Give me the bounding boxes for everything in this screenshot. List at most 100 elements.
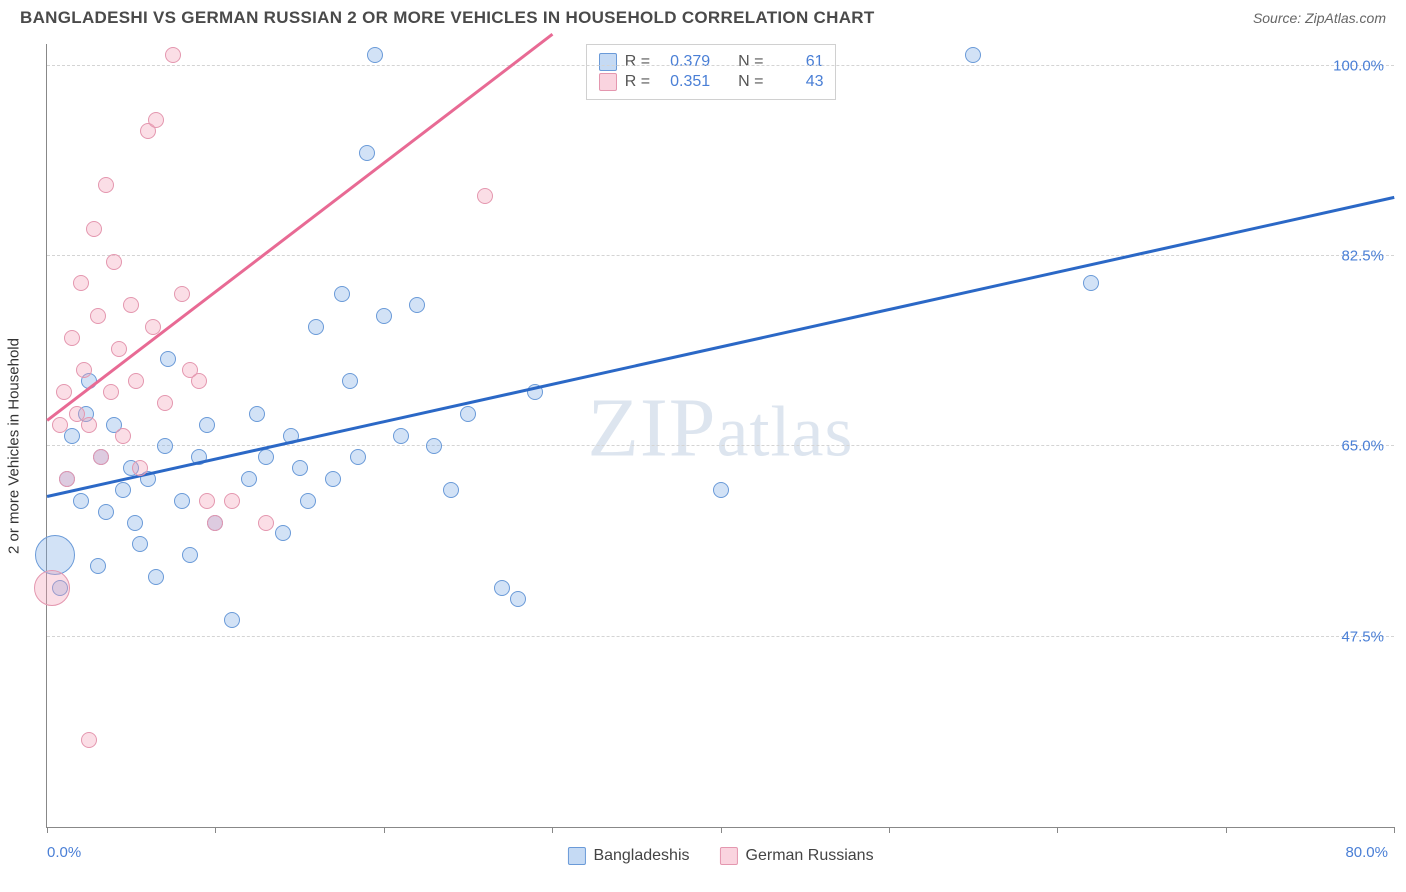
scatter-point-blue xyxy=(292,460,308,476)
scatter-point-blue xyxy=(160,351,176,367)
scatter-point-pink xyxy=(115,428,131,444)
scatter-point-pink xyxy=(174,286,190,302)
scatter-point-pink xyxy=(106,254,122,270)
y-tick-label: 100.0% xyxy=(1333,57,1384,74)
scatter-point-blue xyxy=(157,438,173,454)
scatter-point-blue xyxy=(199,417,215,433)
gridline xyxy=(47,636,1394,637)
scatter-point-pink xyxy=(477,188,493,204)
scatter-point-pink xyxy=(86,221,102,237)
scatter-point-blue xyxy=(182,547,198,563)
scatter-point-blue xyxy=(73,493,89,509)
scatter-point-blue xyxy=(409,297,425,313)
scatter-point-pink xyxy=(199,493,215,509)
y-tick-label: 65.0% xyxy=(1341,438,1384,455)
swatch-pink-icon xyxy=(720,847,738,865)
gridline xyxy=(47,65,1394,66)
scatter-point-pink xyxy=(76,362,92,378)
scatter-point-blue xyxy=(359,145,375,161)
plot-area: ZIPatlas R = 0.379 N = 61 R = 0.351 N = … xyxy=(46,44,1394,828)
scatter-point-pink xyxy=(73,275,89,291)
source-label: Source: ZipAtlas.com xyxy=(1253,10,1386,26)
gridline xyxy=(47,255,1394,256)
scatter-point-pink xyxy=(123,297,139,313)
scatter-point-pink xyxy=(132,460,148,476)
scatter-point-pink xyxy=(111,341,127,357)
scatter-point-pink xyxy=(93,449,109,465)
x-tick xyxy=(384,827,385,833)
scatter-point-pink xyxy=(157,395,173,411)
scatter-point-blue xyxy=(510,591,526,607)
scatter-point-pink xyxy=(52,417,68,433)
scatter-point-blue xyxy=(98,504,114,520)
legend-item-german-russians: German Russians xyxy=(720,847,874,865)
x-tick xyxy=(889,827,890,833)
scatter-point-blue xyxy=(241,471,257,487)
scatter-point-pink xyxy=(165,47,181,63)
scatter-point-pink xyxy=(34,570,70,606)
scatter-point-blue xyxy=(115,482,131,498)
scatter-point-blue xyxy=(334,286,350,302)
scatter-point-blue xyxy=(376,308,392,324)
chart-title: BANGLADESHI VS GERMAN RUSSIAN 2 OR MORE … xyxy=(20,8,875,28)
x-axis-min-label: 0.0% xyxy=(47,844,81,861)
scatter-point-blue xyxy=(443,482,459,498)
scatter-point-blue xyxy=(460,406,476,422)
stats-row-pink: R = 0.351 N = 43 xyxy=(599,73,824,91)
y-tick-label: 82.5% xyxy=(1341,248,1384,265)
scatter-point-pink xyxy=(81,417,97,433)
scatter-point-blue xyxy=(350,449,366,465)
scatter-point-blue xyxy=(1083,275,1099,291)
trend-line-blue xyxy=(47,196,1395,498)
scatter-point-pink xyxy=(90,308,106,324)
swatch-blue-icon xyxy=(567,847,585,865)
scatter-point-blue xyxy=(494,580,510,596)
scatter-point-blue xyxy=(249,406,265,422)
swatch-blue-icon xyxy=(599,53,617,71)
x-tick xyxy=(47,827,48,833)
x-tick xyxy=(1057,827,1058,833)
watermark: ZIPatlas xyxy=(588,379,854,476)
scatter-point-pink xyxy=(98,177,114,193)
scatter-point-pink xyxy=(191,373,207,389)
x-axis-max-label: 80.0% xyxy=(1345,844,1388,861)
scatter-point-blue xyxy=(90,558,106,574)
y-tick-label: 47.5% xyxy=(1341,628,1384,645)
x-tick xyxy=(552,827,553,833)
scatter-point-blue xyxy=(325,471,341,487)
trend-line-pink xyxy=(46,33,553,421)
y-axis-title: 2 or more Vehicles in Household xyxy=(6,338,23,554)
chart-header: BANGLADESHI VS GERMAN RUSSIAN 2 OR MORE … xyxy=(0,0,1406,34)
scatter-point-pink xyxy=(81,732,97,748)
bottom-legend: Bangladeshis German Russians xyxy=(567,847,873,865)
scatter-point-blue xyxy=(393,428,409,444)
scatter-point-blue xyxy=(713,482,729,498)
scatter-point-blue xyxy=(224,612,240,628)
scatter-point-pink xyxy=(207,515,223,531)
scatter-point-blue xyxy=(965,47,981,63)
legend-item-bangladeshis: Bangladeshis xyxy=(567,847,689,865)
gridline xyxy=(47,445,1394,446)
x-tick xyxy=(721,827,722,833)
plot-inner: ZIPatlas R = 0.379 N = 61 R = 0.351 N = … xyxy=(47,44,1394,827)
scatter-point-blue xyxy=(308,319,324,335)
stats-row-blue: R = 0.379 N = 61 xyxy=(599,53,824,71)
scatter-point-blue xyxy=(367,47,383,63)
scatter-point-pink xyxy=(128,373,144,389)
scatter-point-blue xyxy=(174,493,190,509)
scatter-point-blue xyxy=(426,438,442,454)
x-tick xyxy=(1226,827,1227,833)
scatter-point-blue xyxy=(342,373,358,389)
scatter-point-blue xyxy=(127,515,143,531)
scatter-point-blue xyxy=(300,493,316,509)
stats-legend-box: R = 0.379 N = 61 R = 0.351 N = 43 xyxy=(586,44,837,100)
scatter-point-blue xyxy=(275,525,291,541)
scatter-point-blue xyxy=(148,569,164,585)
x-tick xyxy=(215,827,216,833)
scatter-point-blue xyxy=(64,428,80,444)
scatter-point-pink xyxy=(64,330,80,346)
scatter-point-pink xyxy=(148,112,164,128)
swatch-pink-icon xyxy=(599,73,617,91)
x-tick xyxy=(1394,827,1395,833)
scatter-point-pink xyxy=(258,515,274,531)
